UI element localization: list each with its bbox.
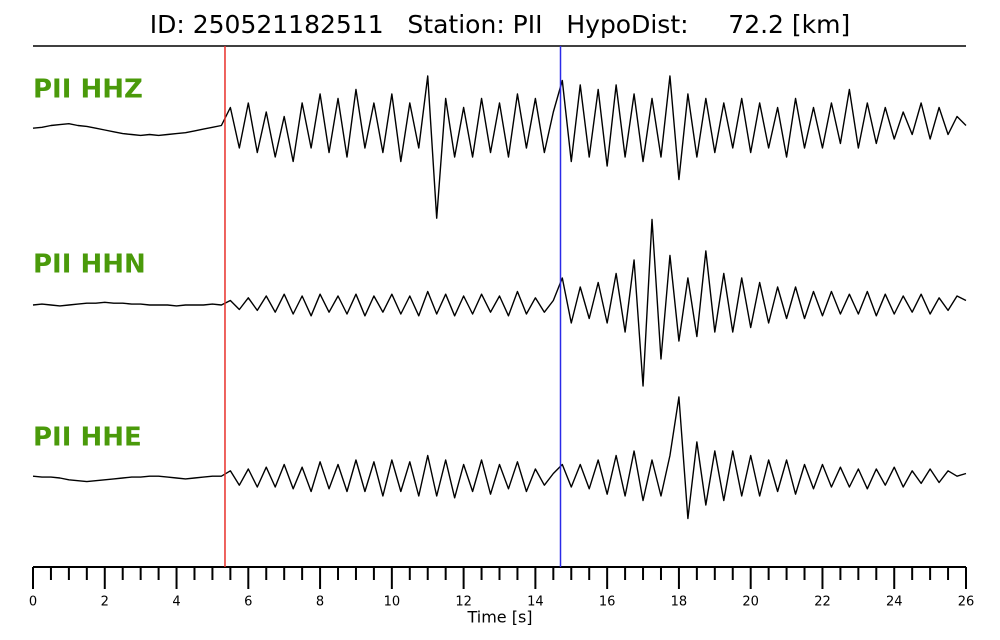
x-tick-label: 20 — [742, 595, 759, 610]
x-tick-label: 26 — [958, 595, 975, 610]
x-tick-label: 2 — [101, 595, 109, 610]
x-tick-label: 0 — [29, 595, 37, 610]
x-tick-label: 18 — [671, 595, 688, 610]
trace-label: PII HHZ — [33, 75, 143, 105]
x-tick-label: 10 — [384, 595, 401, 610]
x-tick-label: 6 — [244, 595, 252, 610]
trace-label: PII HHE — [33, 423, 142, 453]
x-tick-label: 16 — [599, 595, 616, 610]
x-tick-label: 24 — [886, 595, 903, 610]
x-axis-label: Time [s] — [466, 608, 532, 627]
trace-label: PII HHN — [33, 250, 146, 280]
waveform — [32, 75, 967, 219]
waveform — [32, 218, 967, 387]
x-tick-label: 4 — [172, 595, 180, 610]
chart-title: ID: 250521182511 Station: PII HypoDist: … — [150, 10, 851, 39]
x-tick-label: 12 — [455, 595, 472, 610]
waveform — [32, 396, 967, 520]
x-tick-label: 8 — [316, 595, 324, 610]
x-tick-label: 22 — [814, 595, 831, 610]
x-tick-label: 14 — [527, 595, 544, 610]
